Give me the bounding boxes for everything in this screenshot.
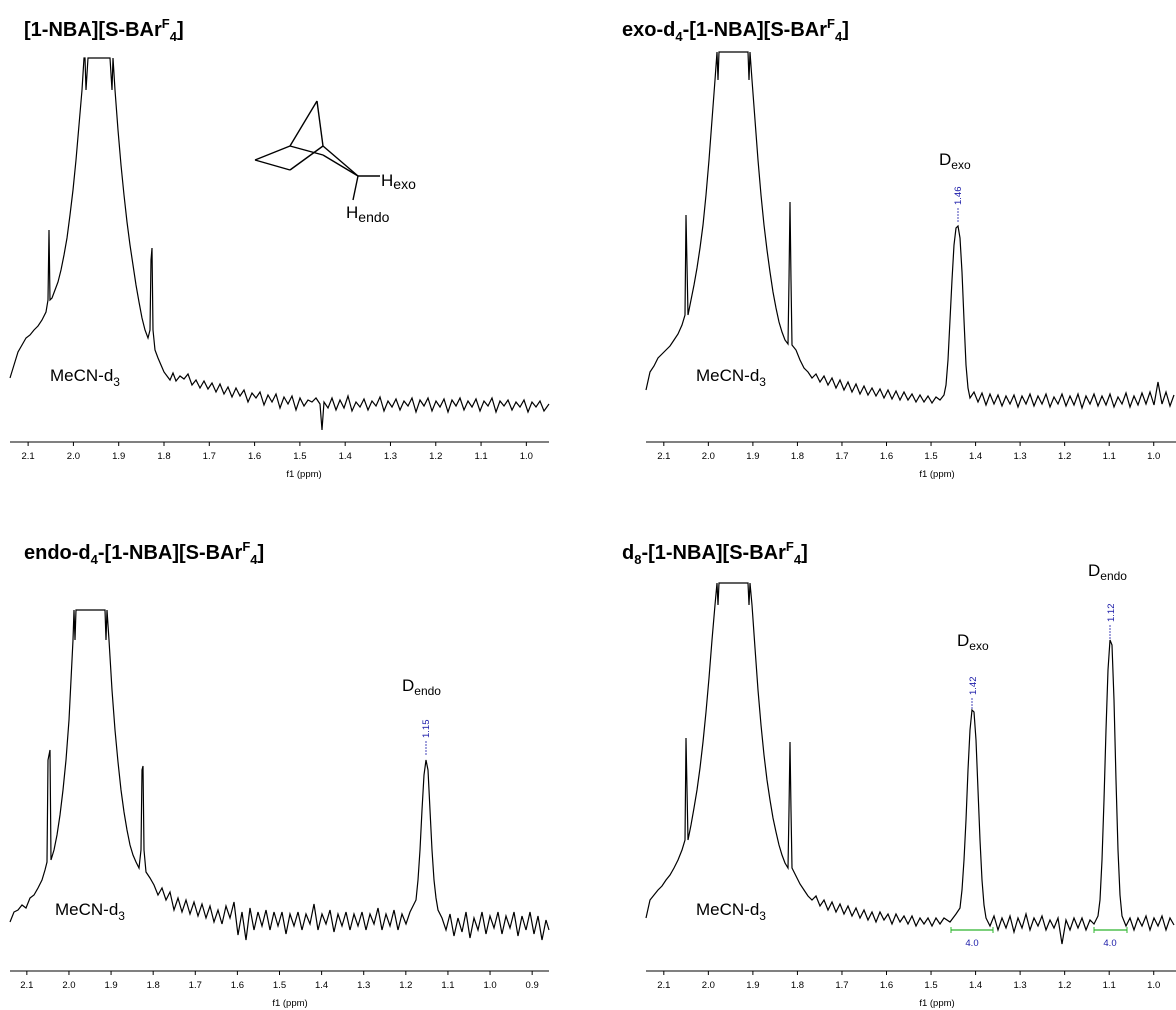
integral-1-value: 4.0 [965,938,978,949]
panel-4: d8-[1-NBA][S-BArF4] MeCN-d3 Dexo 1.42 De… [622,539,1176,1009]
x-tick-label: 2.0 [62,980,75,991]
integral-2-value: 4.0 [1103,938,1116,949]
x-tick-label: 1.4 [969,451,982,462]
x-tick-label: 1.8 [791,980,804,991]
panel-1-x-ticks: 2.1 2.0 1.9 1.8 1.7 1.6 1.5 1.4 1.3 1.2 1.1 1.0 [22,442,533,462]
x-tick-label: 1.2 [429,451,442,462]
x-tick-label: 1.1 [441,980,454,991]
x-tick-label: 2.1 [20,980,33,991]
x-tick-label: 1.4 [315,980,328,991]
x-tick-label: 1.0 [520,451,533,462]
panel-2-spectrum [645,51,1175,411]
x-tick-label: 1.2 [399,980,412,991]
panel-4-x-ticks: 2.1 2.0 1.9 1.8 1.7 1.6 1.5 1.4 1.3 1.2 1.1 1.0 [657,971,1160,991]
panel-4-title: d8-[1-NBA][S-BArF4] [622,539,808,567]
panel-4-spectrum [645,582,1175,945]
panel-2-x-axis-label: f1 (ppm) [919,469,954,480]
panel-4-peak-1-value: 1.42 [968,677,979,696]
panel-2-peak-dexo-label: Dexo [939,150,971,172]
panel-3-peak-value: 1.15 [421,720,432,739]
x-tick-label: 1.5 [924,980,937,991]
panel-4-peak-dendo-label: Dendo [1088,561,1127,583]
x-tick-label: 1.3 [384,451,397,462]
x-tick-label: 1.5 [273,980,286,991]
x-tick-label: 0.9 [526,980,539,991]
x-tick-label: 1.3 [1014,451,1027,462]
x-tick-label: 1.7 [189,980,202,991]
x-tick-label: 1.0 [483,980,496,991]
x-tick-label: 1.6 [880,451,893,462]
panel-4-peak-dexo-label: Dexo [957,631,989,653]
panel-3-solvent-label: MeCN-d3 [55,900,125,923]
panel-1: [1-NBA][S-BArF4] MeCN-d3 Hexo Hendo 2.1 2… [9,16,550,480]
x-tick-label: 1.0 [1147,451,1160,462]
x-tick-label: 1.9 [104,980,117,991]
norbornane-structure [254,100,380,201]
panel-2: exo-d4-[1-NBA][S-BArF4] MeCN-d3 Dexo 1.4… [622,16,1176,480]
h-endo-label: Hendo [346,203,390,225]
x-tick-label: 1.3 [357,980,370,991]
x-tick-label: 2.0 [702,980,715,991]
h-exo-label: Hexo [381,171,416,192]
x-tick-label: 1.7 [835,451,848,462]
x-tick-label: 1.8 [157,451,170,462]
panel-1-x-axis-label: f1 (ppm) [286,469,321,480]
x-tick-label: 1.3 [1014,980,1027,991]
x-tick-label: 1.7 [203,451,216,462]
panel-2-solvent-label: MeCN-d3 [696,366,766,389]
panel-4-solvent-label: MeCN-d3 [696,900,766,923]
panel-1-solvent-label: MeCN-d3 [50,366,120,389]
x-tick-label: 2.0 [67,451,80,462]
panel-2-x-ticks: 2.1 2.0 1.9 1.8 1.7 1.6 1.5 1.4 1.3 1.2 1.1 1.0 [657,442,1160,462]
panel-3-x-ticks: 2.1 2.0 1.9 1.8 1.7 1.6 1.5 1.4 1.3 1.2 1.1 1.0 0.9 [20,971,539,991]
x-tick-label: 1.1 [1103,451,1116,462]
panel-3: endo-d4-[1-NBA][S-BArF4] MeCN-d3 Dendo 1… [9,539,550,1009]
x-tick-label: 1.6 [880,980,893,991]
panel-4-integrals: 4.0 4.0 [950,927,1128,949]
panel-3-peak-dendo-label: Dendo [402,676,441,698]
x-tick-label: 1.7 [835,980,848,991]
panel-3-title: endo-d4-[1-NBA][S-BArF4] [24,539,264,567]
x-tick-label: 1.4 [339,451,352,462]
panel-3-x-axis-label: f1 (ppm) [272,998,307,1009]
x-tick-label: 1.1 [1103,980,1116,991]
x-tick-label: 1.8 [147,980,160,991]
x-tick-label: 1.8 [791,451,804,462]
x-tick-label: 1.4 [969,980,982,991]
x-tick-label: 1.9 [746,980,759,991]
panel-4-x-axis-label: f1 (ppm) [919,998,954,1009]
x-tick-label: 1.2 [1058,451,1071,462]
x-tick-label: 1.0 [1147,980,1160,991]
panel-4-peak-2-value: 1.12 [1106,604,1117,623]
x-tick-label: 1.9 [746,451,759,462]
x-tick-label: 1.1 [474,451,487,462]
x-tick-label: 1.5 [924,451,937,462]
panel-1-title: [1-NBA][S-BArF4] [24,16,184,44]
x-tick-label: 1.6 [248,451,261,462]
x-tick-label: 1.9 [112,451,125,462]
x-tick-label: 1.6 [231,980,244,991]
x-tick-label: 1.2 [1058,980,1071,991]
panel-3-spectrum [9,609,550,941]
x-tick-label: 2.1 [657,451,670,462]
x-tick-label: 2.0 [702,451,715,462]
panel-1-spectrum [9,57,550,431]
panel-2-peak-value: 1.46 [953,187,964,206]
x-tick-label: 1.5 [293,451,306,462]
x-tick-label: 2.1 [22,451,35,462]
panel-2-title: exo-d4-[1-NBA][S-BArF4] [622,16,849,44]
x-tick-label: 2.1 [657,980,670,991]
